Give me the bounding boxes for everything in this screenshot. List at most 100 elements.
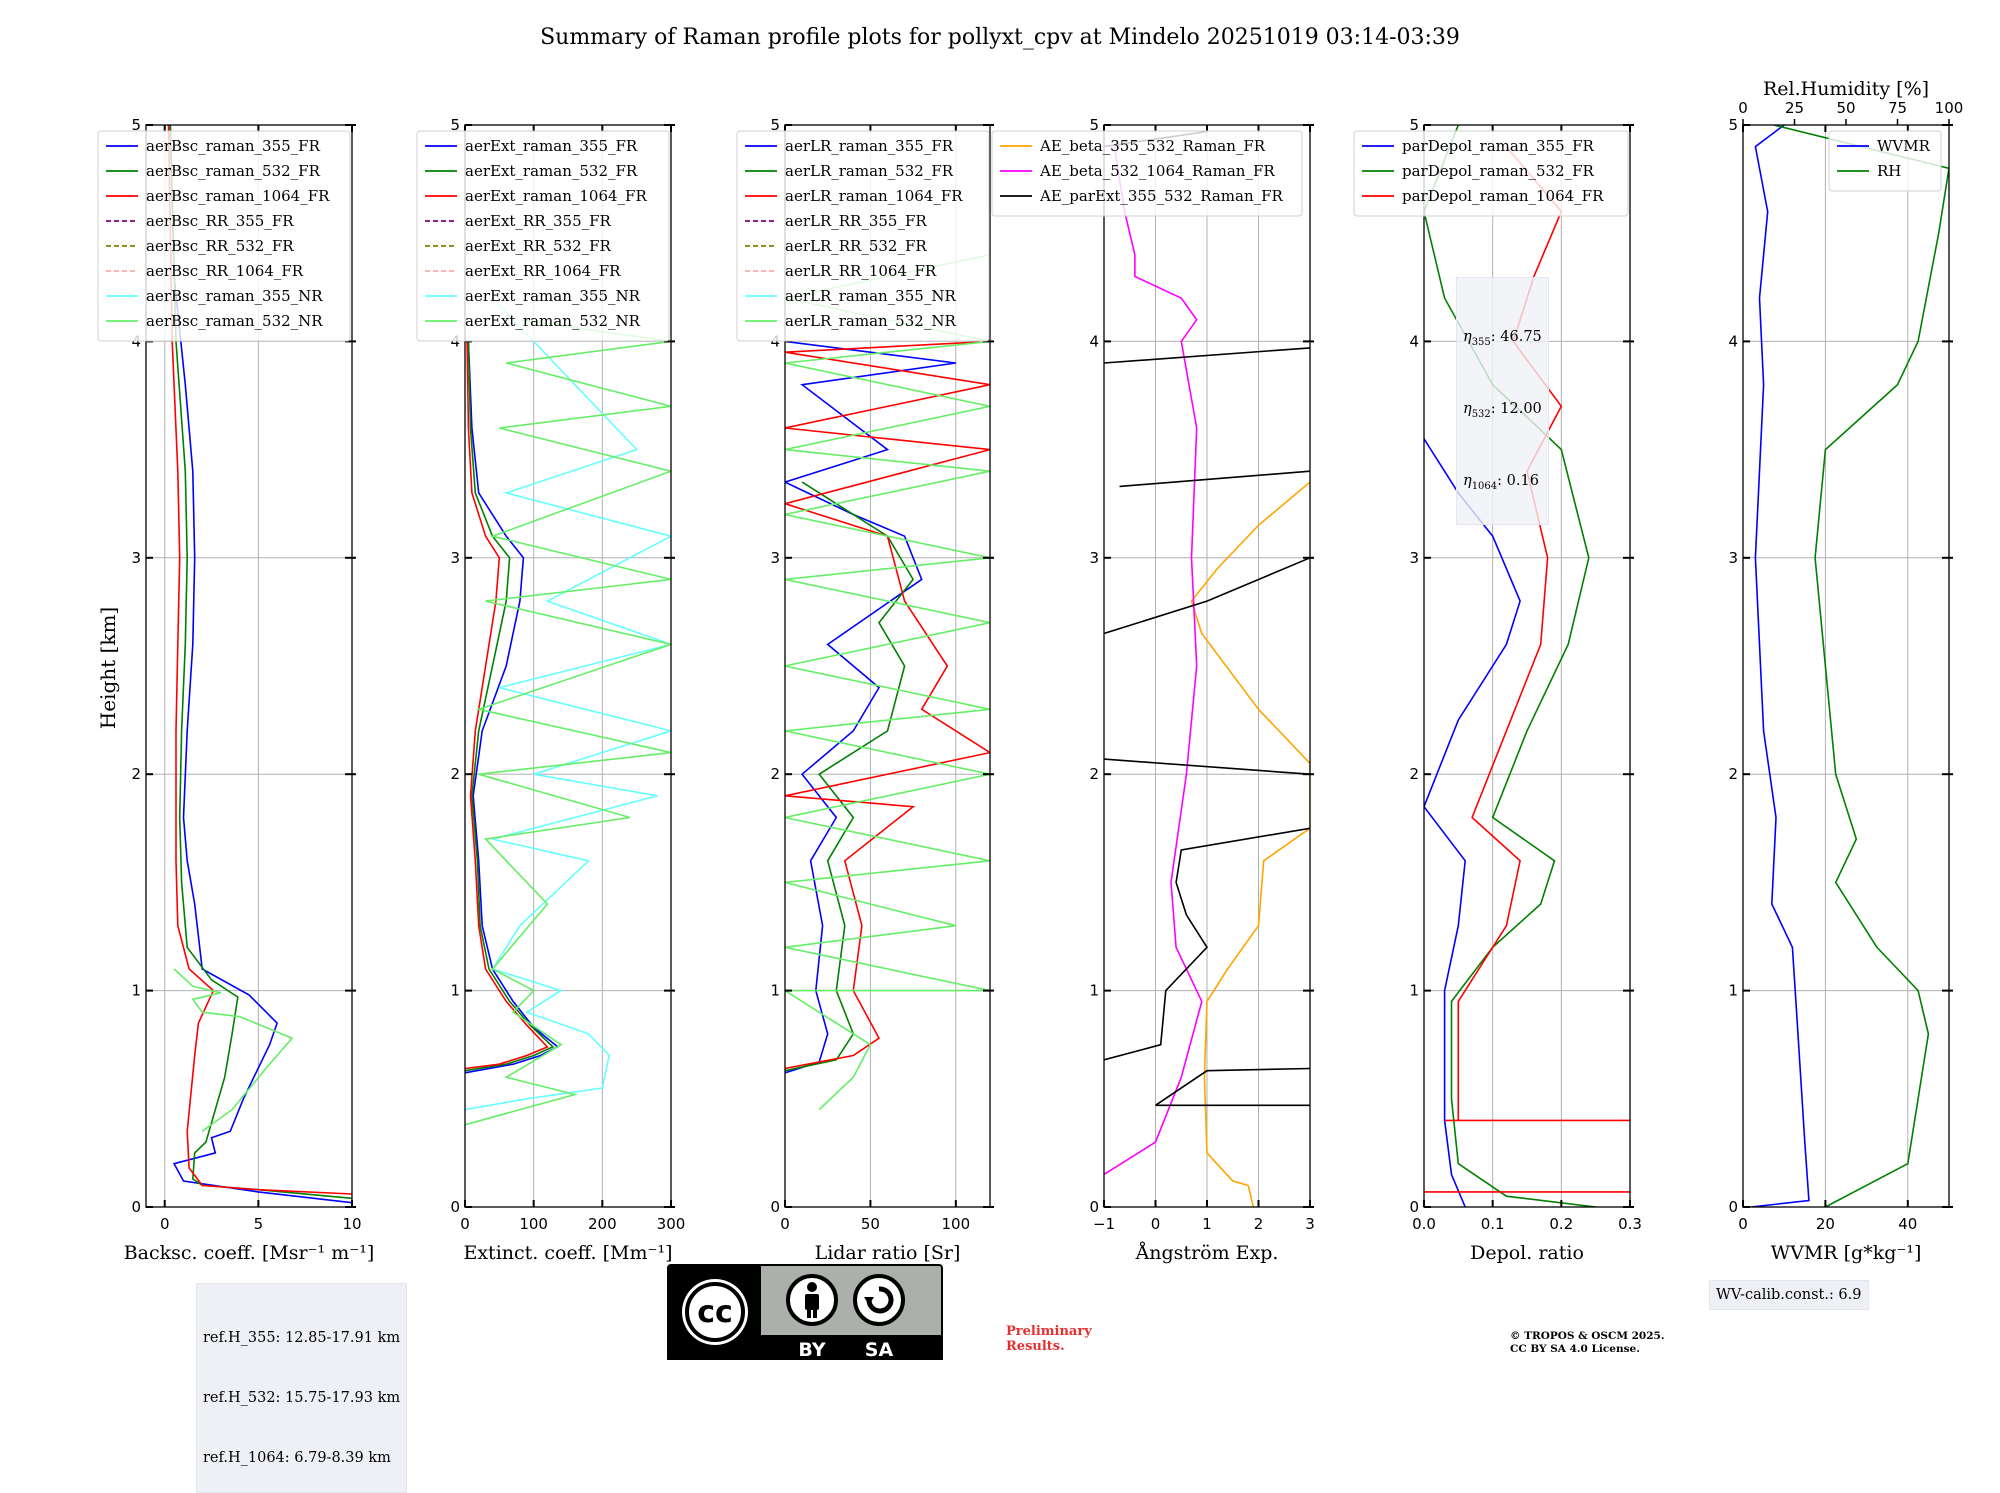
- y-tick-label: 0: [770, 1198, 780, 1216]
- panel-1: 0510012345Backsc. coeff. [Msr⁻¹ m⁻¹]aerB…: [97, 116, 375, 1264]
- y-tick-label: 2: [450, 765, 460, 783]
- series-line-aerBsc_raman_532_NR: [173, 968, 294, 1132]
- legend-entry: aerLR_RR_355_FR: [785, 212, 927, 230]
- y-axis-label: Height [km]: [96, 607, 120, 729]
- legend-entry: aerLR_raman_355_NR: [785, 287, 956, 305]
- sa-share-icon: [853, 1274, 905, 1326]
- y-tick-label: 2: [131, 765, 141, 783]
- legend-entry: aerExt_raman_355_NR: [465, 287, 641, 305]
- legend: aerExt_raman_355_FR aerExt_raman_532_FRae…: [416, 130, 670, 342]
- y-tick-label: 4: [1409, 332, 1419, 350]
- x-tick-label: 0: [1151, 1215, 1161, 1233]
- y-tick-label: 2: [770, 765, 780, 783]
- y-tick-label: 3: [1089, 549, 1099, 567]
- y-tick-label: 4: [1089, 332, 1099, 350]
- eta-calibration-box: η355: 46.75 η532: 12.00 η1064: 0.16: [1456, 277, 1549, 525]
- y-tick-label: 5: [450, 116, 460, 134]
- x-tick-label: 0.0: [1412, 1215, 1436, 1233]
- x-tick-label: 1: [1202, 1215, 1212, 1233]
- ref-height-532: ref.H_532: 15.75-17.93 km: [203, 1390, 401, 1406]
- x2-tick-label: 25: [1785, 99, 1804, 117]
- axes-frame: [145, 124, 353, 1208]
- x-tick-label: 20: [1816, 1215, 1835, 1233]
- legend-entry: aerBsc_raman_355_FR: [146, 137, 321, 155]
- legend-entry: WVMR: [1877, 137, 1931, 155]
- x-tick-label: 0.1: [1481, 1215, 1505, 1233]
- legend-entry: aerLR_RR_1064_FR: [785, 262, 937, 280]
- x-tick-label: 10: [342, 1215, 361, 1233]
- legend-entry: aerLR_raman_532_FR: [785, 162, 954, 180]
- y-tick-label: 0: [450, 1198, 460, 1216]
- x-tick-label: 2: [1254, 1215, 1264, 1233]
- series-line-aerBsc_raman_1064_FR: [167, 125, 352, 1195]
- series-line-WVMR: [1751, 125, 1810, 1207]
- axes-frame: [784, 124, 991, 1208]
- cc-text: cc: [697, 1295, 733, 1330]
- x-tick-label: 100: [519, 1215, 548, 1233]
- y-tick-label: 4: [1728, 332, 1738, 350]
- y-tick-label: 5: [1409, 116, 1419, 134]
- legend: AE_beta_355_532_Raman_FR AE_beta_532_1064…: [991, 130, 1303, 217]
- legend: aerBsc_raman_355_FR aerBsc_raman_532_FRae…: [97, 130, 351, 342]
- y-tick-label: 5: [1728, 116, 1738, 134]
- ref-height-355: ref.H_355: 12.85-17.91 km: [203, 1330, 401, 1346]
- legend-entry: aerLR_raman_1064_FR: [785, 187, 963, 205]
- by-label: BY: [798, 1339, 825, 1360]
- series-line-AE_beta_355_532_Raman_FR: [1190, 481, 1310, 1207]
- x-axis-label: Backsc. coeff. [Msr⁻¹ m⁻¹]: [124, 1242, 375, 1264]
- x2-tick-label: 50: [1836, 99, 1855, 117]
- legend-entry: aerExt_RR_1064_FR: [465, 262, 621, 280]
- legend: WVMR RH: [1828, 130, 1942, 192]
- legend-entry: aerBsc_RR_1064_FR: [146, 262, 304, 280]
- legend-entry: aerBsc_raman_532_FR: [146, 162, 321, 180]
- series-line-aerExt_raman_355_NR: [465, 297, 671, 1111]
- x2-tick-label: 75: [1888, 99, 1907, 117]
- panel-6: 0 20 40 0 1 2 3 4 5 WVMR [g*kg⁻¹] 0 25 50 75 100 Rel.Hu…: [1728, 78, 1963, 1264]
- series-line-AE_beta_532_1064_Raman_FR: [1104, 146, 1203, 1176]
- y-tick-label: 1: [131, 982, 141, 1000]
- figure-title: Summary of Raman profile plots for polly…: [540, 25, 1460, 50]
- x-tick-label: 300: [657, 1215, 686, 1233]
- copyright-note: © TROPOS & OSCM 2025. CC BY SA 4.0 Licen…: [1510, 1330, 1665, 1355]
- y-tick-label: 3: [1409, 549, 1419, 567]
- legend-entry: RH: [1877, 162, 1901, 180]
- wv-calibration-box: WV-calib.const.: 6.9: [1709, 1280, 1869, 1310]
- x-tick-label: 0: [780, 1215, 790, 1233]
- cc-license-badge: cc BY SA: [667, 1264, 943, 1360]
- y-tick-label: 2: [1089, 765, 1099, 783]
- x-tick-label: 40: [1898, 1215, 1917, 1233]
- legend-entry: aerLR_raman_355_FR: [785, 137, 954, 155]
- legend-entry: aerBsc_raman_532_NR: [146, 312, 323, 330]
- legend-entry: aerExt_raman_355_FR: [465, 137, 638, 155]
- y-tick-label: 3: [450, 549, 460, 567]
- x2-tick-label: 0: [1738, 99, 1748, 117]
- legend-entry: aerBsc_RR_532_FR: [146, 237, 294, 255]
- x-tick-label: 200: [588, 1215, 617, 1233]
- panel-5: 0.0 0.1 0.2 0.3 0 1 2 3 4 5 Depol. ratio parDepol_r…: [1353, 116, 1642, 1264]
- panel-2: 0100200300012345Extinct. coeff. [Mm⁻¹]ae…: [416, 116, 686, 1264]
- legend-entry: aerBsc_RR_355_FR: [146, 212, 294, 230]
- x-tick-label: 5: [254, 1215, 264, 1233]
- sa-label: SA: [865, 1339, 894, 1360]
- x-axis-label: Lidar ratio [Sr]: [815, 1242, 961, 1264]
- x2-tick-label: 100: [1935, 99, 1964, 117]
- y-tick-label: 5: [131, 116, 141, 134]
- y-tick-label: 3: [1728, 549, 1738, 567]
- y-tick-label: 1: [1728, 982, 1738, 1000]
- series-line-RH: [1773, 125, 1949, 1207]
- legend: aerLR_raman_355_FR aerLR_raman_532_FR aerL…: [736, 130, 990, 342]
- series-line-aerLR_raman_532_FR: [785, 481, 915, 1072]
- series-line-aerExt_raman_532_FR: [465, 341, 555, 1072]
- axes-frame: [1423, 124, 1631, 1208]
- legend-entry: AE_beta_532_1064_Raman_FR: [1039, 162, 1275, 180]
- x-tick-label: 0: [160, 1215, 170, 1233]
- series-line-aerExt_raman_1064_FR: [465, 341, 549, 1070]
- eta-532: η532: 12.00: [1463, 400, 1542, 420]
- series-line-aerExt_raman_532_NR: [465, 319, 671, 1126]
- y-tick-label: 1: [1409, 982, 1419, 1000]
- x-axis-label: WVMR [g*kg⁻¹]: [1771, 1242, 1922, 1264]
- y-tick-label: 1: [770, 982, 780, 1000]
- ref-height-1064: ref.H_1064: 6.79-8.39 km: [203, 1450, 391, 1466]
- legend-entry: aerLR_RR_532_FR: [785, 237, 927, 255]
